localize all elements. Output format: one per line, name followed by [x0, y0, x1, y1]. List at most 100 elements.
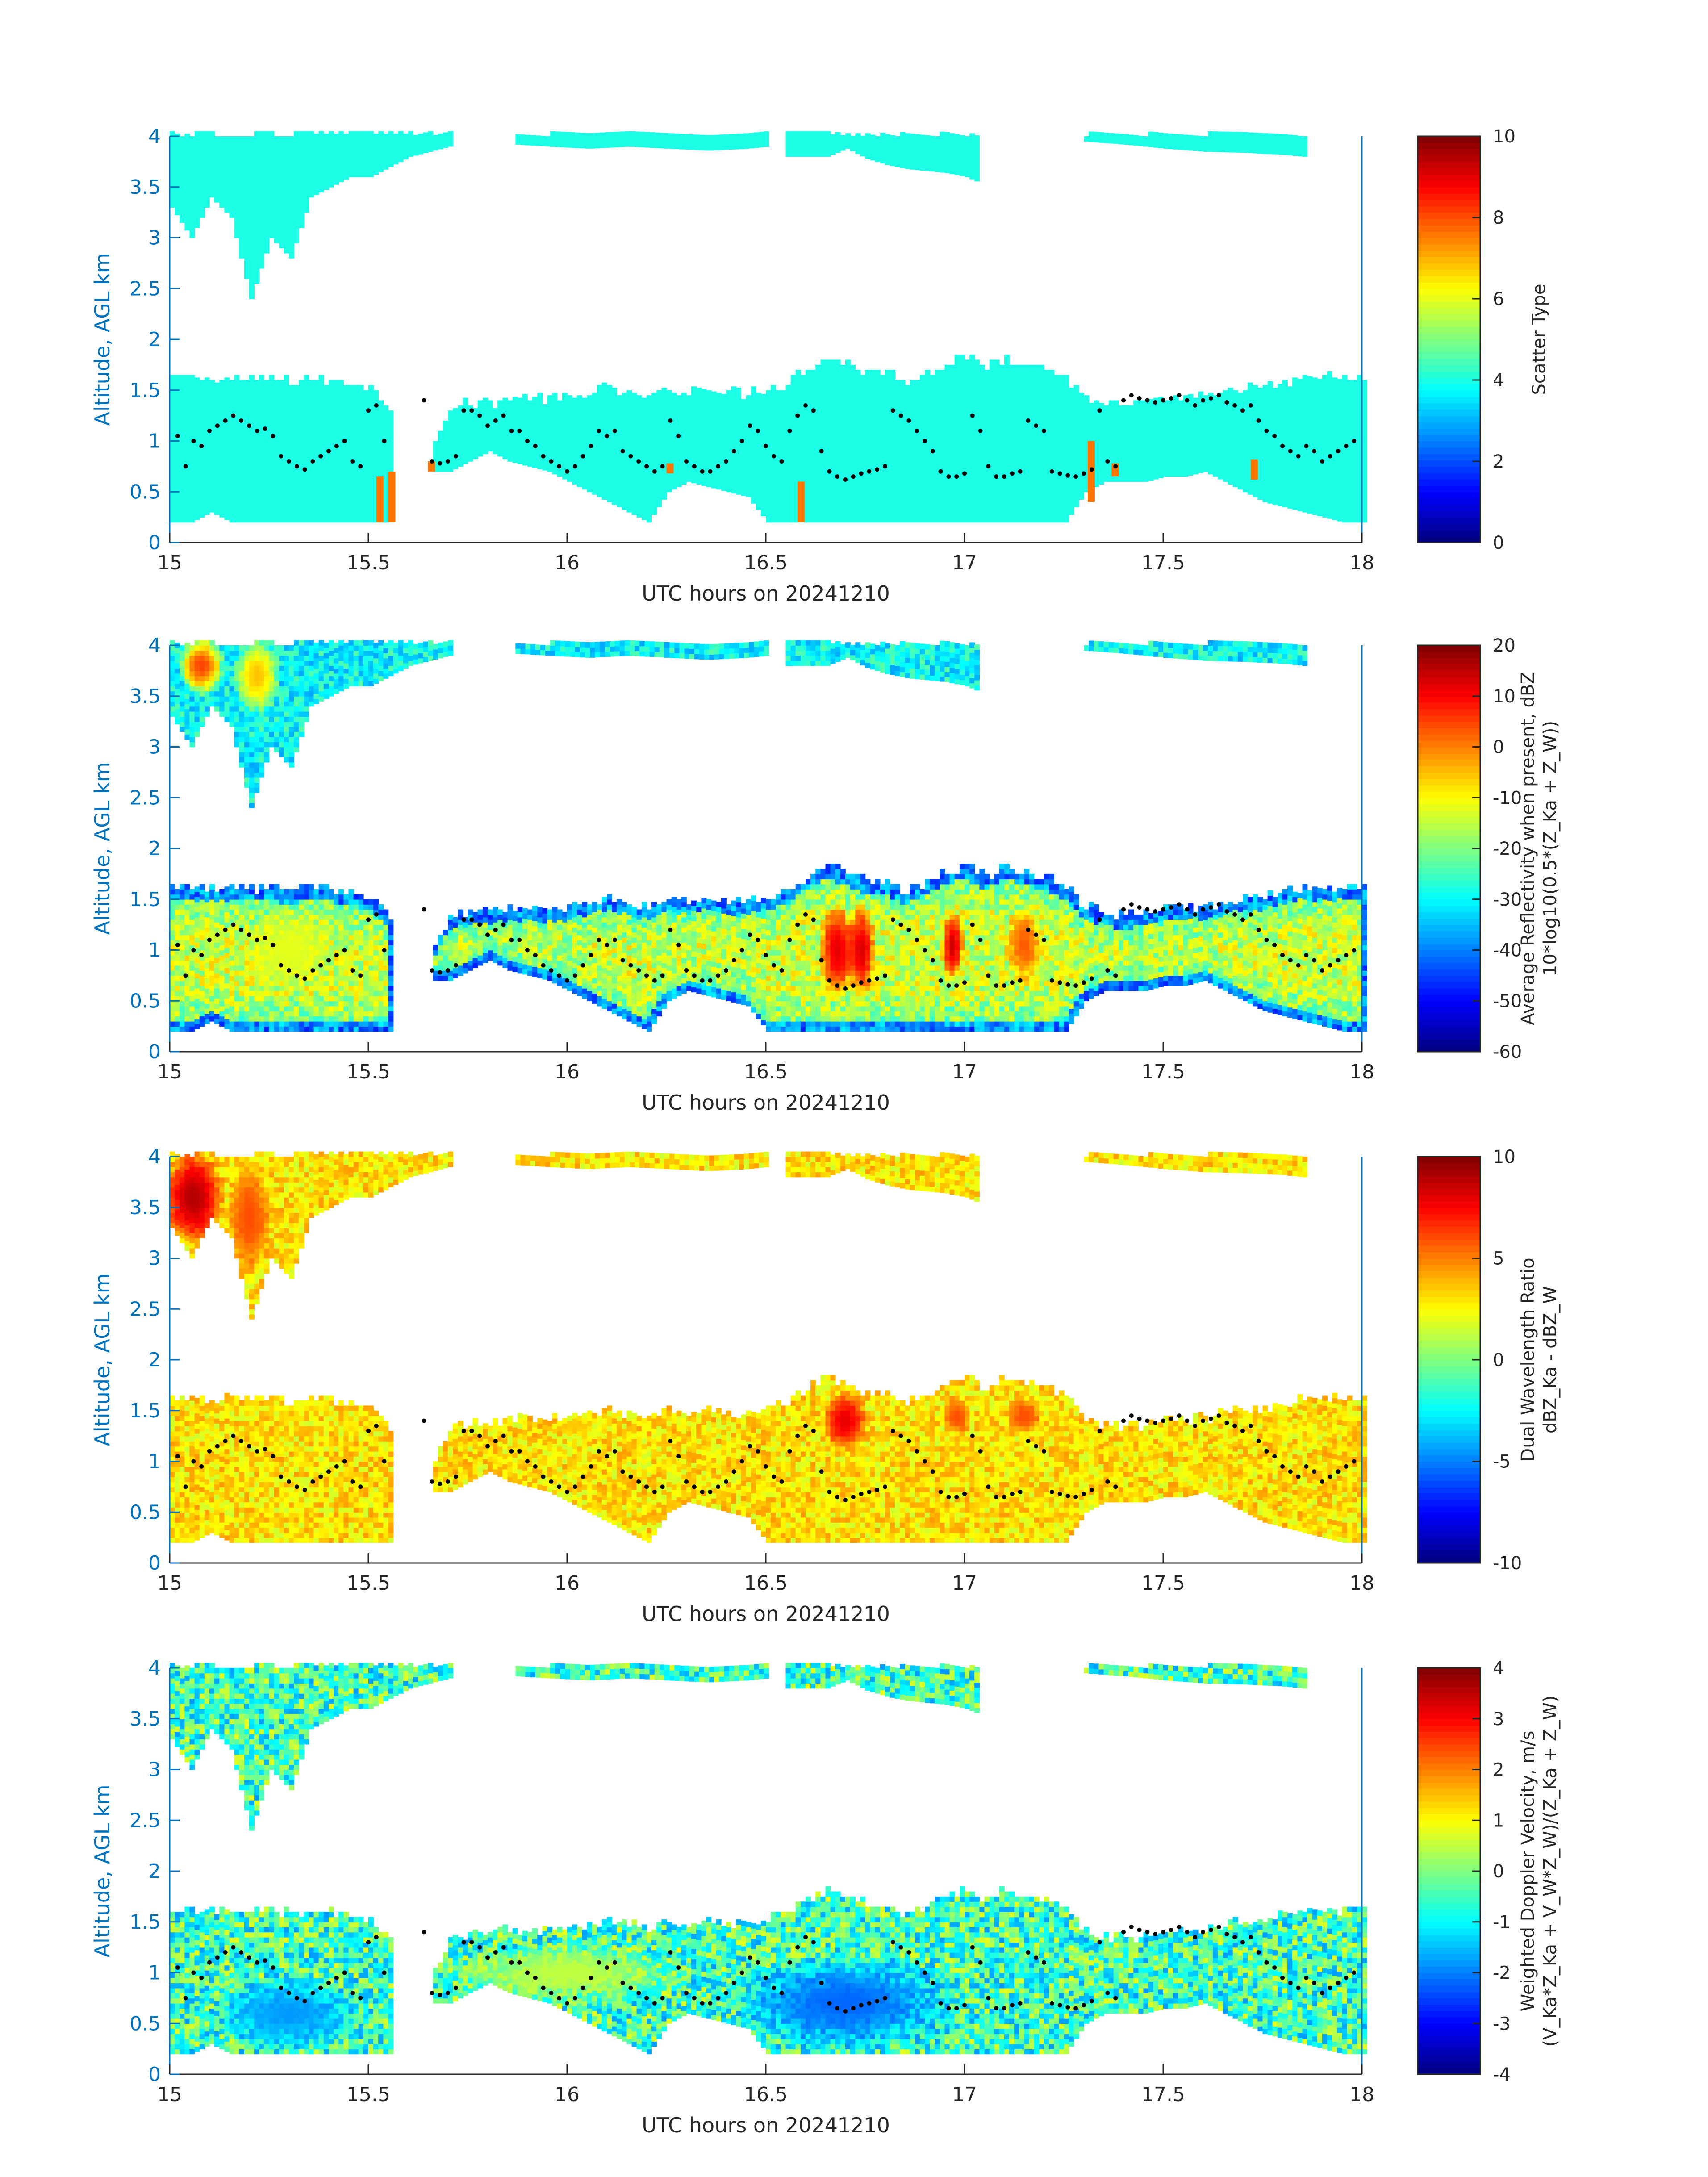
heatmap-cell	[170, 497, 175, 502]
heatmap-cell	[279, 141, 284, 146]
heatmap-cell	[786, 141, 791, 146]
heatmap-cell	[224, 146, 230, 152]
heatmap-cell	[284, 416, 289, 421]
heatmap-cell	[552, 439, 558, 444]
heatmap-cell	[935, 162, 940, 167]
heatmap-cell	[610, 132, 615, 138]
heatmap-cell	[214, 383, 220, 388]
heatmap-cell	[289, 421, 294, 426]
heatmap-cell	[1263, 143, 1268, 149]
heatmap-cell	[329, 410, 334, 416]
heatmap-cell	[453, 413, 458, 418]
heatmap-cell	[234, 456, 240, 462]
heatmap-cell	[388, 151, 394, 157]
heatmap-cell	[418, 149, 423, 154]
heatmap-cell	[200, 182, 205, 187]
heatmap-cell	[279, 172, 284, 177]
heatmap-cell	[299, 202, 304, 208]
heatmap-cell	[244, 416, 250, 421]
heatmap-cell	[625, 142, 630, 147]
heatmap-cell	[309, 141, 314, 146]
heatmap-cell	[254, 436, 259, 441]
heatmap-cell	[359, 517, 364, 522]
heatmap-cell	[810, 151, 816, 157]
heatmap-cell	[572, 454, 577, 459]
heatmap-cell	[915, 165, 920, 170]
heatmap-cell	[274, 507, 280, 512]
heatmap-cell	[209, 167, 215, 172]
heatmap-cell	[408, 141, 413, 146]
heatmap-cell	[279, 441, 284, 447]
heatmap-cell	[200, 502, 205, 507]
heatmap-cell	[547, 401, 553, 406]
heatmap-cell	[254, 395, 259, 401]
heatmap-cell	[279, 401, 284, 406]
heatmap-cell	[349, 416, 354, 421]
heatmap-cell	[269, 146, 275, 152]
heatmap-cell	[224, 428, 230, 434]
heatmap-cell	[473, 413, 478, 418]
heatmap-cell	[264, 401, 269, 406]
heatmap-cell	[224, 383, 230, 388]
heatmap-cell	[443, 133, 448, 138]
heatmap-cell	[448, 451, 453, 456]
heatmap-cell	[190, 492, 195, 497]
heatmap-cell	[324, 410, 329, 416]
heatmap-cell	[478, 405, 483, 411]
heatmap-cell	[969, 164, 975, 169]
heatmap-cell	[438, 139, 443, 144]
heatmap-cell	[319, 157, 324, 162]
heatmap-cell	[234, 192, 240, 197]
heatmap-cell	[940, 167, 945, 172]
heatmap-cell	[244, 233, 250, 238]
heatmap-cell	[269, 192, 275, 197]
heatmap-cell	[537, 428, 543, 434]
heatmap-cell	[190, 167, 195, 172]
heatmap-cell	[674, 139, 680, 144]
heatmap-cell	[338, 482, 344, 487]
heatmap-cell	[438, 456, 443, 462]
heatmap-cell	[249, 375, 255, 380]
heatmap-cell	[244, 248, 250, 253]
heatmap-cell	[294, 162, 299, 167]
heatmap-cell	[334, 134, 339, 139]
heatmap-cell	[249, 136, 255, 142]
heatmap-cell	[195, 423, 200, 429]
heatmap-cell	[796, 131, 801, 137]
heatmap-cell	[1193, 135, 1199, 141]
heatmap-cell	[557, 436, 563, 441]
heatmap-cell	[575, 133, 580, 138]
heatmap-cell	[645, 142, 650, 147]
heatmap-cell	[180, 431, 185, 436]
heatmap-cell	[259, 263, 264, 268]
heatmap-cell	[368, 151, 374, 157]
heatmap-cell	[259, 172, 264, 177]
heatmap-cell	[567, 476, 572, 482]
heatmap-cell	[264, 466, 269, 472]
heatmap-cell	[214, 474, 220, 479]
heatmap-cell	[259, 177, 264, 182]
heatmap-cell	[383, 461, 388, 467]
heatmap-cell	[600, 142, 605, 148]
heatmap-cell	[274, 197, 280, 203]
heatmap-cell	[254, 466, 259, 472]
heatmap-cell	[259, 157, 264, 162]
heatmap-cell	[304, 375, 309, 380]
heatmap-cell	[547, 405, 553, 411]
heatmap-cell	[354, 167, 359, 172]
heatmap-cell	[214, 182, 220, 187]
heatmap-cell	[294, 456, 299, 462]
heatmap-cell	[645, 132, 650, 138]
heatmap-cell	[338, 151, 344, 157]
heatmap-cell	[190, 410, 195, 416]
heatmap-cell	[930, 136, 935, 141]
heatmap-cell	[314, 497, 319, 502]
heatmap-cell	[264, 512, 269, 518]
heatmap-cell	[249, 431, 255, 436]
heatmap-cell	[915, 139, 920, 145]
heatmap-cell	[552, 408, 558, 414]
heatmap-cell	[175, 154, 180, 159]
heatmap-cell	[249, 441, 255, 447]
heatmap-cell	[463, 459, 468, 464]
heatmap-cell	[1297, 136, 1303, 141]
